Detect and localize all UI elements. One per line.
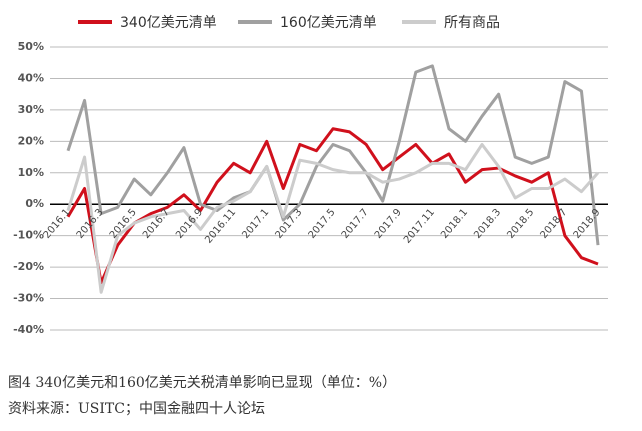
- legend-label: 所有商品: [444, 15, 500, 31]
- series-line: [66, 64, 600, 246]
- y-tick-label: 40%: [18, 71, 44, 84]
- source: 资料来源：USITC；中国金融四十人论坛: [8, 401, 265, 417]
- y-tick-label: 30%: [18, 103, 44, 116]
- y-tick-label: 50%: [18, 40, 44, 53]
- y-tick-label: -10%: [13, 229, 44, 242]
- y-tick-label: -20%: [13, 260, 44, 273]
- y-tick-label: -40%: [13, 323, 44, 336]
- y-tick-label: -30%: [13, 292, 44, 305]
- legend-label: 160亿美元清单: [280, 15, 377, 31]
- y-tick-label: 20%: [18, 134, 44, 147]
- y-tick-label: 10%: [18, 166, 44, 179]
- x-tick-label: 2017.11: [402, 207, 437, 246]
- series-line: [66, 127, 599, 285]
- series-line: [66, 142, 600, 294]
- y-tick-label: 0%: [25, 197, 44, 210]
- caption: 图4 340亿美元和160亿美元关税清单影响已显现（单位：%）: [8, 375, 396, 391]
- legend-label: 340亿美元清单: [120, 15, 217, 31]
- x-tick-label: 2016.11: [203, 207, 238, 246]
